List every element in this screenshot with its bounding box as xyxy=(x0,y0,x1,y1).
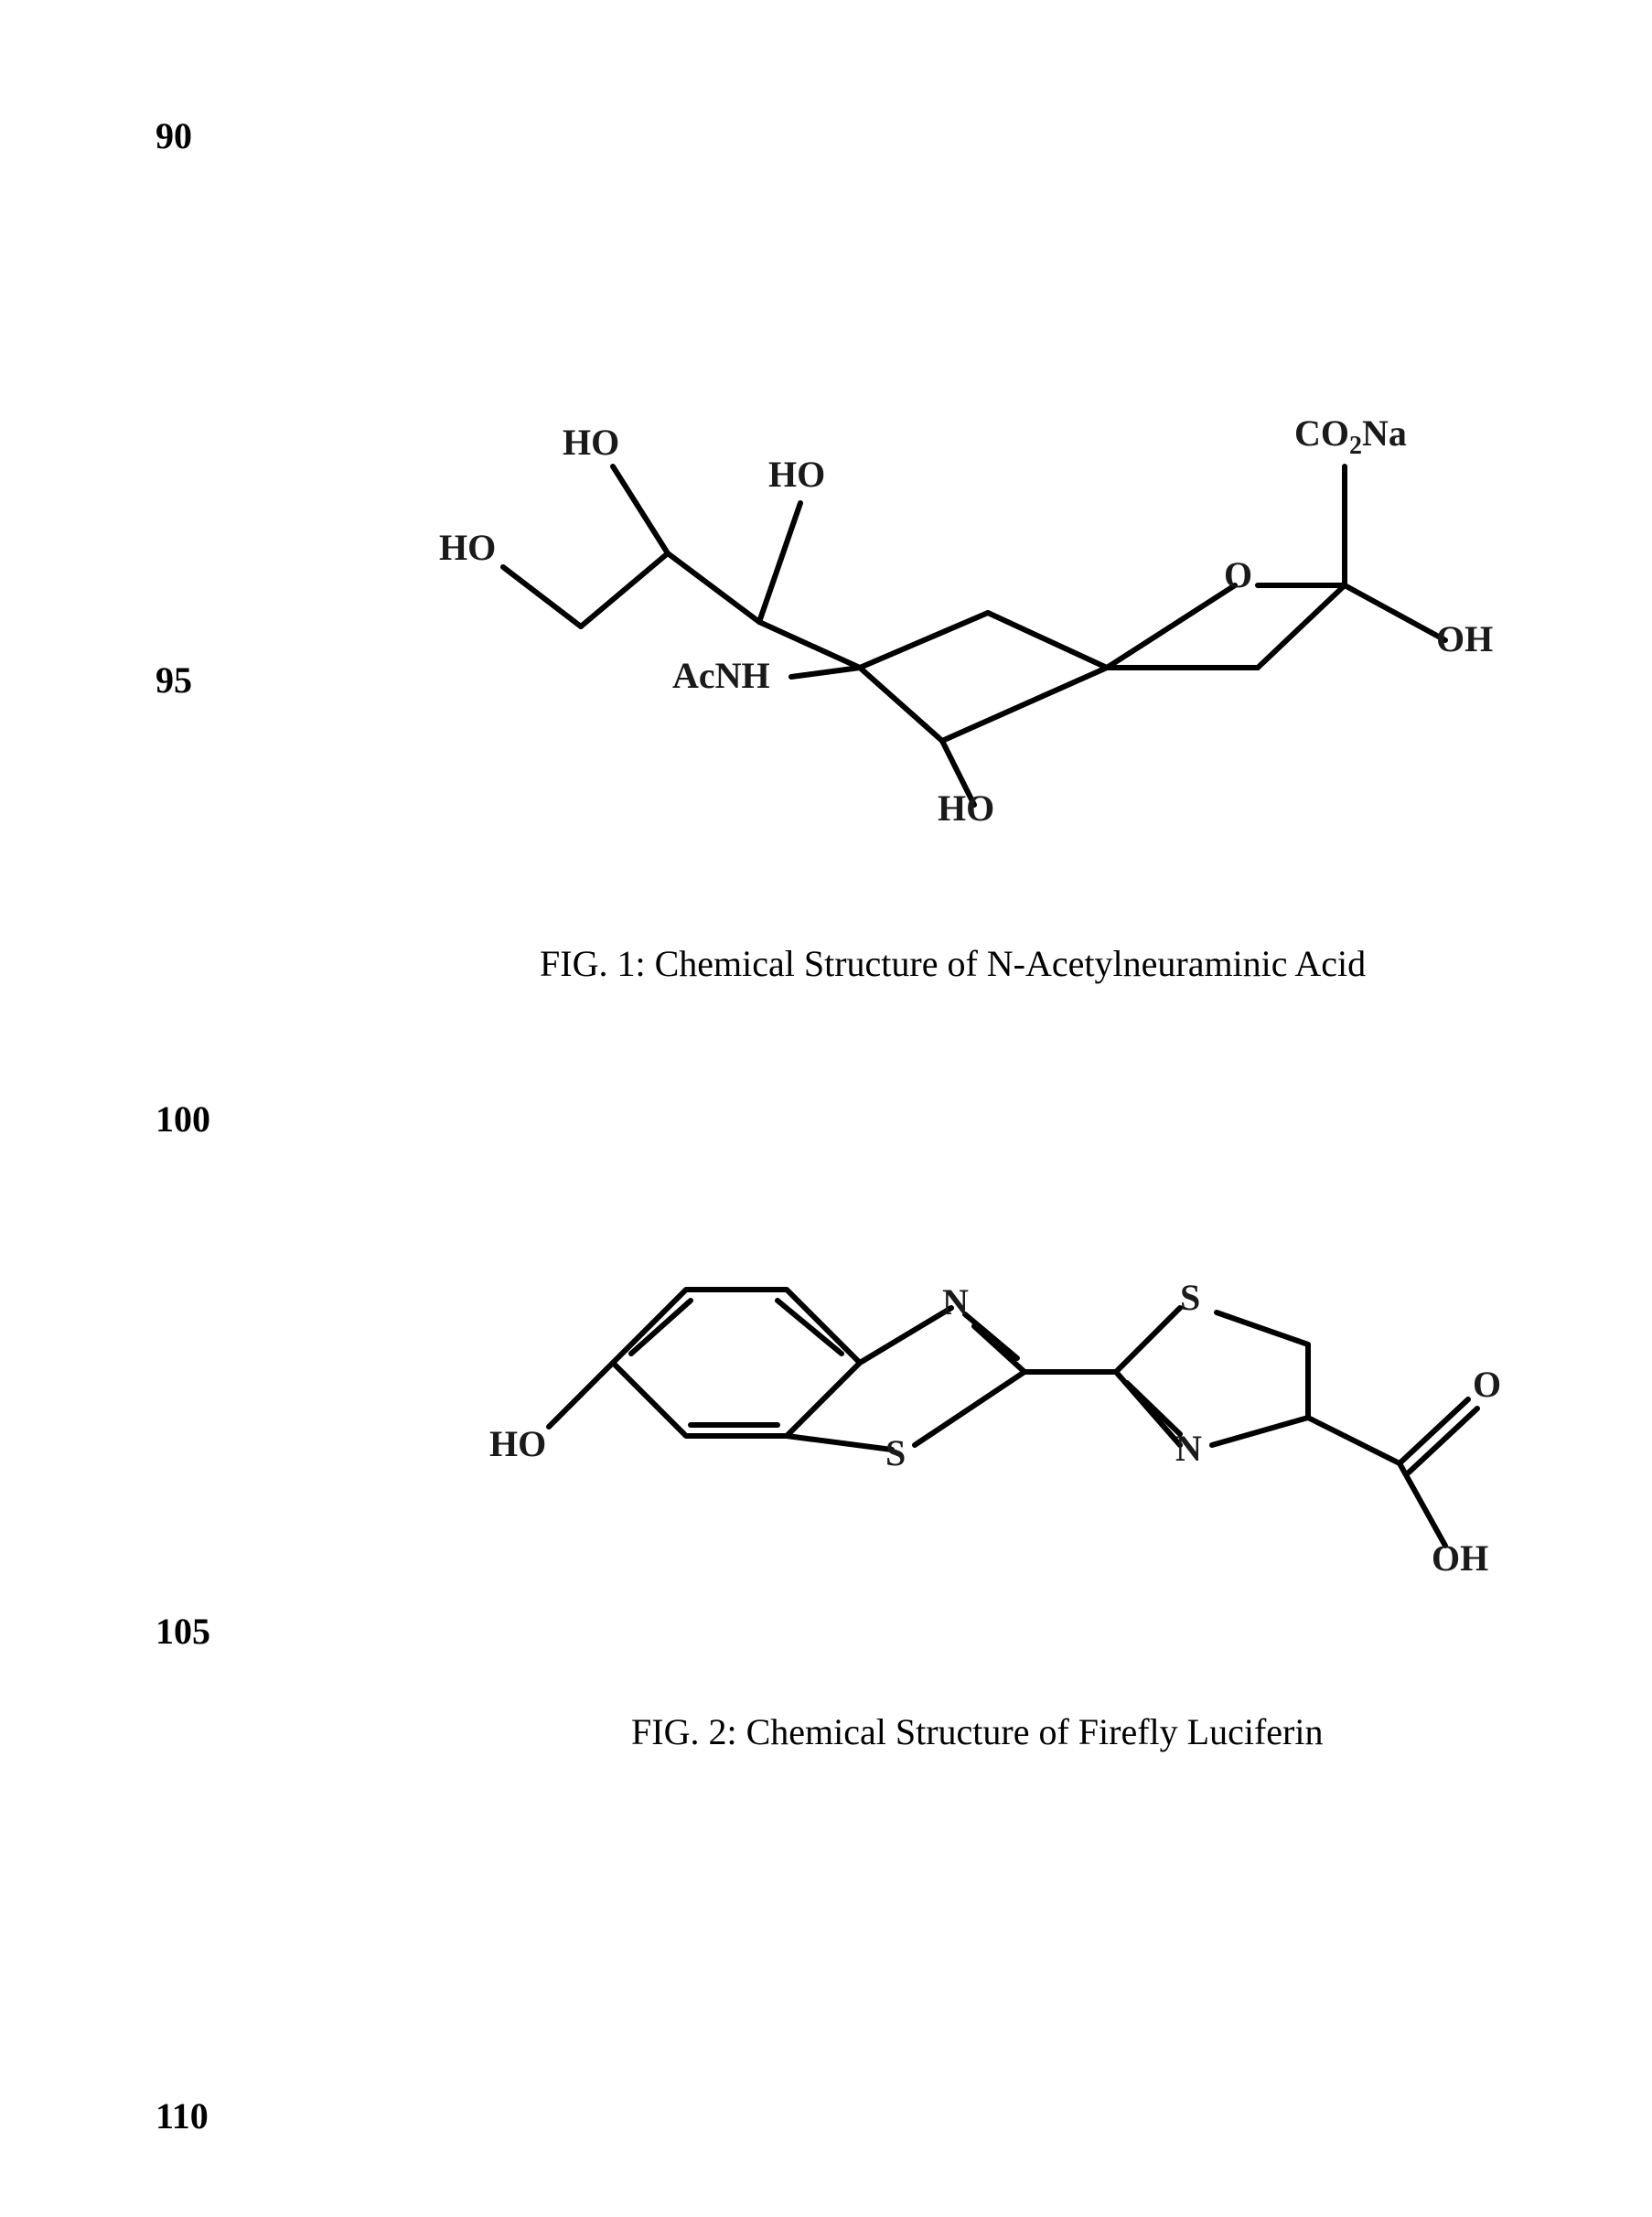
figure-2-caption: FIG. 2: Chemical Structure of Firefly Lu… xyxy=(631,1710,1323,1753)
line-number: 100 xyxy=(156,1098,210,1141)
line-number: 110 xyxy=(156,2094,209,2137)
fig1-label-ho: HO xyxy=(938,787,994,830)
fig1-label-o: O xyxy=(1224,553,1252,596)
fig2-label-n: N xyxy=(1175,1427,1202,1470)
fig1-label-ho: HO xyxy=(768,453,825,496)
fig1-label-ho: HO xyxy=(563,421,619,464)
fig2-label-s: S xyxy=(885,1431,906,1474)
fig1-label-co2na: CO2Na xyxy=(1294,412,1407,461)
figure-2: HO N S S N O OH xyxy=(476,1189,1573,1610)
fig1-label-ho: HO xyxy=(439,526,496,569)
figure-1-caption: FIG. 1: Chemical Structure of N-Acetylne… xyxy=(540,942,1366,985)
fig1-label-acnh: AcNH xyxy=(672,654,770,697)
document-page: 90 95 100 105 110 xyxy=(0,0,1652,2217)
fig2-label-oh: OH xyxy=(1432,1537,1488,1580)
fig2-label-o: O xyxy=(1473,1363,1501,1406)
fig2-label-n: N xyxy=(942,1280,969,1323)
figure-1: HO HO HO AcNH HO O OH CO2Na xyxy=(430,348,1528,823)
line-number: 95 xyxy=(156,659,192,702)
fig2-label-ho: HO xyxy=(489,1422,546,1465)
fig2-label-s: S xyxy=(1180,1276,1200,1319)
line-number: 105 xyxy=(156,1610,210,1653)
fig2-structure-icon xyxy=(476,1189,1573,1610)
line-number: 90 xyxy=(156,114,192,157)
fig1-label-oh: OH xyxy=(1436,617,1493,660)
